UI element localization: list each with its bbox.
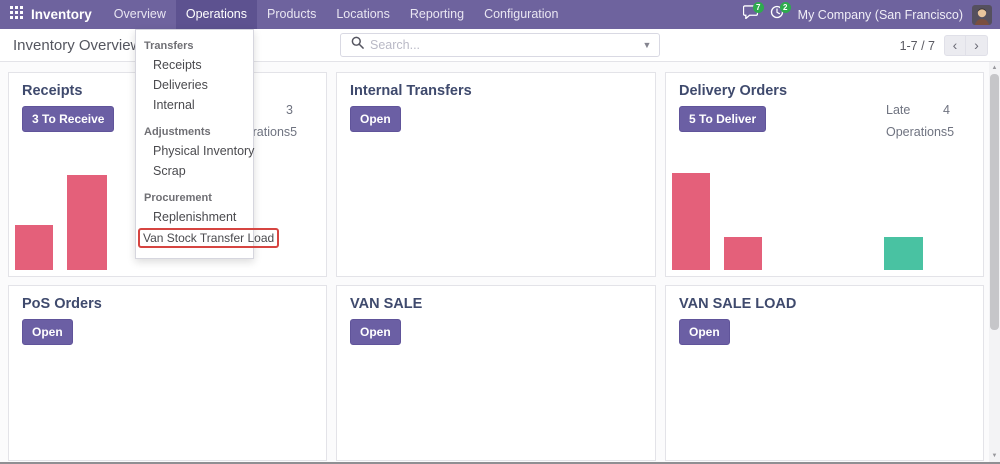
apps-menu-button[interactable] (0, 0, 31, 29)
nav-item-reporting[interactable]: Reporting (409, 7, 465, 21)
chevron-right-icon: › (974, 37, 979, 53)
vertical-scrollbar[interactable]: ▲ ▼ (989, 62, 1000, 462)
card-receipts-title[interactable]: Receipts (22, 83, 83, 99)
app-name[interactable]: Inventory (31, 7, 92, 22)
apps-grid-icon (10, 5, 23, 24)
delivery-orders-to-deliver-button[interactable]: 5 To Deliver (679, 106, 767, 132)
scrollbar-down-icon[interactable]: ▼ (991, 453, 998, 459)
pager-previous-button[interactable]: ‹ (944, 35, 966, 56)
scrollbar-thumb[interactable] (990, 74, 999, 330)
delivery-stat-late[interactable]: Late 4 (886, 99, 950, 121)
delivery-orders-bar-chart (671, 173, 978, 270)
menu-section-title: Procurement (144, 192, 212, 204)
control-panel: Inventory Overview ▼ 1-7 / 7 ‹ › (0, 29, 1000, 62)
receipts-to-receive-button[interactable]: 3 To Receive (22, 106, 115, 132)
nav-item-locations[interactable]: Locations (336, 7, 390, 21)
card-delivery-orders-title[interactable]: Delivery Orders (679, 83, 788, 99)
stat-value: 4 (943, 103, 950, 117)
menu-item-van-stock-transfer-load[interactable]: Van Stock Transfer Load (136, 227, 280, 249)
messages-button[interactable]: 7 (737, 0, 764, 29)
company-switcher[interactable]: My Company (San Francisco) (797, 7, 963, 22)
navbar-right-section: 7 2 My Company (San Francisco) (737, 0, 1000, 29)
card-internal-transfers-title[interactable]: Internal Transfers (350, 83, 472, 99)
messages-badge: 7 (752, 2, 764, 13)
card-delivery-orders: Delivery Orders 5 To Deliver Late 4 Oper… (665, 72, 984, 277)
stat-value: 5 (947, 125, 955, 139)
card-van-sale-load-title[interactable]: VAN SALE LOAD (679, 296, 797, 312)
nav-item-products[interactable]: Products (267, 7, 317, 21)
receipts-bar-chart (14, 173, 321, 270)
delivery-orders-stats: Late 4 Operations 5 (886, 99, 954, 143)
chevron-left-icon: ‹ (952, 37, 958, 53)
stat-value: 5 (290, 125, 298, 139)
chart-bar (884, 237, 923, 270)
pos-orders-open-button[interactable]: Open (22, 319, 73, 345)
menu-section-adjustments: Adjustments Physical Inventory Scrap (136, 122, 255, 181)
chart-bar (67, 174, 107, 270)
activities-badge: 2 (779, 2, 791, 13)
menu-item-receipts[interactable]: Receipts (153, 58, 202, 72)
menu-section-title: Adjustments (144, 126, 211, 138)
search-icon (341, 36, 370, 54)
stat-label: Late (886, 103, 911, 117)
annotation-highlight-box: Van Stock Transfer Load (138, 228, 280, 248)
card-pos-orders: PoS Orders Open (8, 285, 327, 461)
menu-item-physical-inventory[interactable]: Physical Inventory (153, 144, 255, 158)
breadcrumb: Inventory Overview (13, 37, 142, 54)
pager: 1-7 / 7 ‹ › (900, 35, 988, 56)
menu-section-title: Transfers (144, 40, 194, 52)
pager-next-button[interactable]: › (966, 35, 988, 56)
stat-label: Operations (886, 125, 948, 139)
menu-item-scrap[interactable]: Scrap (153, 164, 186, 178)
nav-item-configuration[interactable]: Configuration (484, 7, 559, 21)
delivery-stat-operations[interactable]: Operations 5 (886, 121, 954, 143)
scrollbar-up-icon[interactable]: ▲ (991, 65, 998, 71)
operations-dropdown-menu: Transfers Receipts Deliveries Internal A… (135, 29, 280, 259)
nav-item-operations[interactable]: Operations (175, 0, 258, 29)
menu-item-deliveries[interactable]: Deliveries (153, 78, 208, 92)
van-sale-open-button[interactable]: Open (350, 319, 401, 345)
chart-bar (15, 225, 53, 270)
stat-value: 3 (286, 103, 293, 117)
chart-bar (724, 237, 762, 270)
card-van-sale-load: VAN SALE LOAD Open (665, 285, 984, 461)
pager-range: 1-7 / 7 (899, 38, 935, 53)
chart-bar (672, 173, 710, 270)
card-pos-orders-title[interactable]: PoS Orders (22, 296, 102, 312)
search-input[interactable] (370, 38, 635, 52)
activities-button[interactable]: 2 (764, 0, 791, 29)
menu-item-internal[interactable]: Internal (153, 98, 195, 112)
user-avatar[interactable] (972, 4, 992, 25)
van-sale-load-open-button[interactable]: Open (679, 319, 730, 345)
search-bar: ▼ (340, 33, 660, 57)
nav-item-overview[interactable]: Overview (113, 7, 166, 21)
card-van-sale: VAN SALE Open (336, 285, 656, 461)
window-bottom-edge (0, 462, 1000, 464)
menu-section-transfers: Transfers Receipts Deliveries Internal (136, 36, 253, 115)
menu-item-replenishment[interactable]: Replenishment (153, 210, 237, 224)
menu-section-procurement: Procurement Replenishment Van Stock Tran… (136, 188, 280, 249)
caret-down-icon: ▼ (642, 40, 652, 50)
card-internal-transfers: Internal Transfers Open (336, 72, 656, 277)
top-navbar: Inventory Overview Operations Products L… (0, 0, 1000, 29)
internal-transfers-open-button[interactable]: Open (350, 106, 401, 132)
card-van-sale-title[interactable]: VAN SALE (350, 296, 423, 312)
search-options-toggle[interactable]: ▼ (635, 34, 659, 56)
